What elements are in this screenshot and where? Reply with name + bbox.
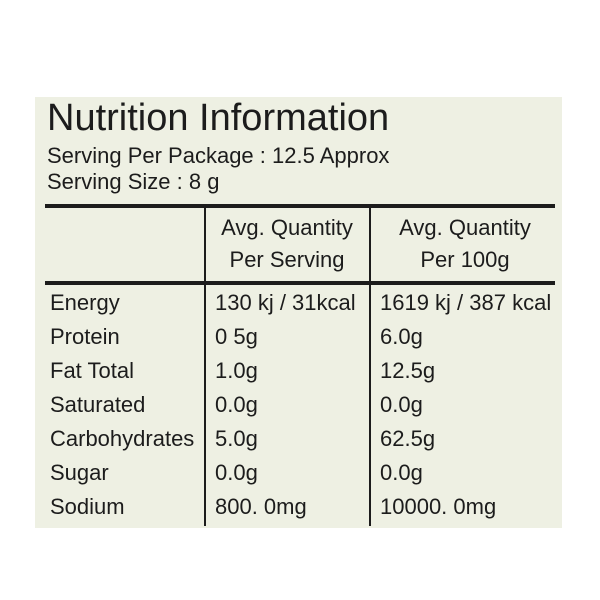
nutrient-value: 800. 0mg (215, 494, 307, 519)
top-rule (45, 204, 555, 208)
nutrient-name: Sodium (50, 494, 125, 519)
title: Nutrition Information (47, 97, 390, 139)
column-header: Avg. Quantity (399, 215, 531, 240)
nutrient-value: 0 5g (215, 324, 258, 349)
nutrient-value: 130 kj / 31kcal (215, 290, 356, 315)
nutrient-value: 1619 kj / 387 kcal (380, 290, 552, 315)
header-rule (45, 281, 555, 285)
nutrient-value: 62.5g (380, 426, 436, 451)
nutrient-value: 0.0g (380, 460, 423, 485)
nutrient-name: Fat Total (50, 358, 134, 383)
nutrient-value: 0.0g (215, 392, 258, 417)
serving-per-package: Serving Per Package : 12.5 Approx (47, 143, 390, 168)
nutrient-value: 0.0g (380, 392, 423, 417)
nutrient-value: 10000. 0mg (380, 494, 497, 519)
nutrition-label: Nutrition Information Serving Per Packag… (35, 97, 562, 528)
nutrient-value: 1.0g (215, 358, 258, 383)
nutrient-value: 6.0g (380, 324, 423, 349)
nutrient-name: Carbohydrates (50, 426, 195, 451)
serving-size: Serving Size : 8 g (47, 169, 220, 194)
nutrient-name: Energy (50, 290, 120, 315)
nutrient-value: 5.0g (215, 426, 258, 451)
nutrient-name: Saturated (50, 392, 146, 417)
column-header: Avg. Quantity (221, 215, 353, 240)
nutrient-value: 0.0g (215, 460, 258, 485)
nutrient-value: 12.5g (380, 358, 436, 383)
nutrient-name: Protein (50, 324, 120, 349)
nutrient-name: Sugar (50, 460, 109, 485)
column-header: Per Serving (229, 247, 345, 272)
column-divider (204, 206, 206, 526)
column-header: Per 100g (420, 247, 510, 272)
column-divider (369, 206, 371, 526)
